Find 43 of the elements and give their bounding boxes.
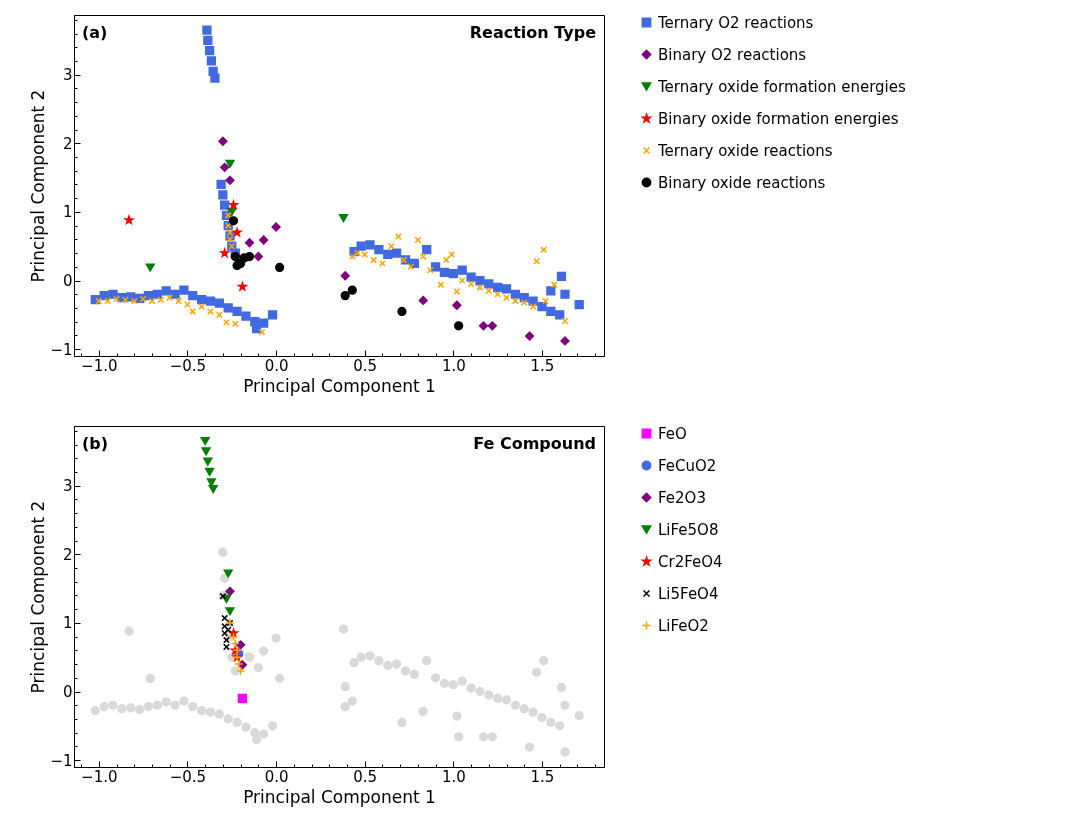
legend-label: Cr2FeO4	[658, 552, 723, 571]
annotation: (b)	[82, 434, 109, 453]
x-tick-label: −0.5	[169, 767, 207, 786]
legend-label: Binary O2 reactions	[658, 45, 807, 64]
x-tick-label: 1.5	[530, 767, 555, 786]
legend-label: Fe2O3	[658, 488, 706, 507]
y-tick-label: 2	[62, 134, 73, 153]
legend-label: Ternary oxide reactions	[657, 141, 833, 160]
x-tick-label: 0.0	[264, 356, 289, 375]
x-tick-label: 0.0	[264, 767, 289, 786]
y-tick-label: 1	[62, 203, 73, 222]
y-tick-label: 0	[62, 683, 73, 702]
x-tick-label: 1.5	[530, 356, 555, 375]
y-tick-label: 3	[62, 477, 73, 496]
y-tick-label: 3	[62, 66, 73, 85]
legend-label: Ternary oxide formation energies	[657, 77, 906, 96]
y-tick-label: −1	[50, 340, 73, 359]
y-tick-label: 1	[62, 614, 73, 633]
text: Reaction Type	[469, 23, 597, 42]
text: Fe Compound	[473, 434, 596, 453]
x-axis-title: Principal Component 1	[243, 786, 436, 807]
y-tick-label: −1	[50, 751, 73, 770]
x-axis-title: Principal Component 1	[243, 375, 436, 396]
legend-label: FeCuO2	[658, 456, 717, 475]
legend-label: LiFeO2	[658, 616, 709, 635]
x-tick-label: 1.0	[441, 356, 466, 375]
legend-label: Ternary O2 reactions	[657, 13, 814, 32]
x-tick-label: −1.0	[81, 767, 118, 786]
x-tick-label: 0.5	[353, 767, 378, 786]
legend-label: Li5FeO4	[658, 584, 719, 603]
legend-label: LiFe5O8	[658, 520, 719, 539]
y-tick-label: 2	[62, 545, 73, 564]
legend-label: FeO	[658, 424, 687, 443]
x-tick-label: 1.0	[441, 767, 466, 786]
y-axis-title: Principal Component 2	[28, 89, 49, 283]
legend-label: Binary oxide formation energies	[658, 109, 899, 128]
y-axis-title: Principal Component 2	[28, 500, 49, 694]
x-tick-label: 0.5	[353, 356, 378, 375]
legend-label: Binary oxide reactions	[658, 173, 826, 192]
x-tick-label: −0.5	[169, 356, 207, 375]
annotation: (a)	[82, 23, 108, 42]
x-tick-label: −1.0	[81, 356, 118, 375]
y-tick-label: 0	[62, 272, 73, 291]
